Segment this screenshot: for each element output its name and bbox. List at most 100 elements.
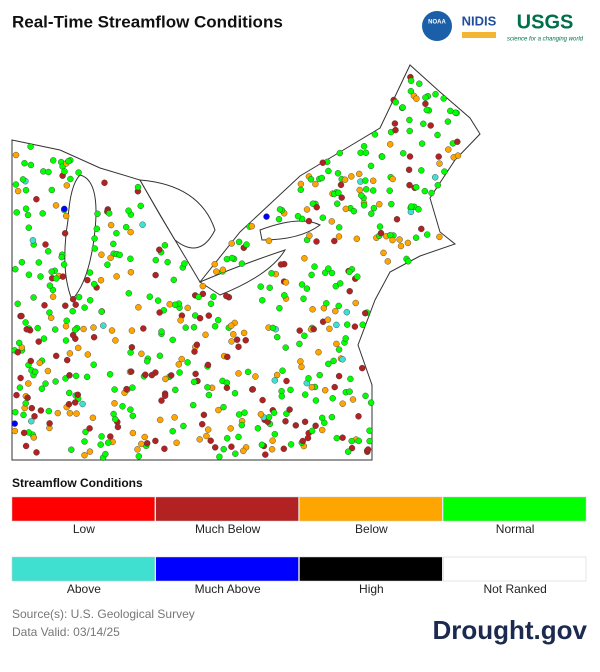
gauge-dot (213, 268, 220, 275)
gauge-dot (435, 153, 442, 160)
gauge-dot (350, 207, 358, 215)
gauge-dot (420, 120, 427, 128)
gauge-dot (169, 336, 176, 344)
gauge-dot (62, 323, 70, 330)
gauge-dot (49, 293, 57, 300)
gauge-dot (169, 428, 176, 435)
gauge-dot (97, 441, 104, 448)
gauge-dot (271, 431, 278, 438)
gauge-dot (316, 371, 323, 379)
gauge-dot (156, 416, 164, 424)
gauge-dot (362, 177, 369, 184)
gauge-dot (259, 297, 266, 304)
gauge-dot (190, 324, 198, 331)
gauge-dot (81, 438, 88, 445)
gauge-dot (27, 161, 35, 169)
gauge-dot (257, 411, 265, 418)
gauge-dot (422, 94, 429, 101)
gauge-dot (129, 429, 137, 437)
gauge-dot (80, 325, 87, 333)
gauge-dot (228, 254, 236, 262)
gauge-dot (416, 80, 423, 87)
gauge-dot (90, 280, 98, 288)
gauge-dot (111, 386, 118, 393)
gauge-dot (335, 346, 343, 353)
gauge-dot (69, 331, 77, 339)
gauge-dot (333, 321, 340, 329)
gauge-dot (352, 299, 359, 307)
gauge-dot (104, 439, 112, 446)
gauge-dot (421, 187, 428, 195)
gauge-dot (355, 413, 362, 420)
gauge-dot (89, 414, 97, 421)
gauge-dot (129, 412, 137, 420)
gauge-dot (343, 309, 350, 316)
gauge-dot (32, 368, 39, 375)
gauge-dot (63, 356, 71, 364)
gauge-dot (312, 422, 319, 429)
title: Real-Time Streamflow Conditions (12, 12, 283, 31)
gauge-dot (334, 200, 341, 207)
gauge-dot (263, 213, 270, 220)
gauge-dot (114, 423, 122, 431)
gauge-dot (161, 242, 169, 249)
gauge-dot (184, 359, 191, 366)
gauge-dot (362, 392, 369, 400)
gauge-dot (323, 300, 330, 307)
gauge-dot (360, 143, 368, 150)
gauge-dot (280, 445, 287, 452)
gauge-dot (152, 256, 160, 264)
gauge-dot (31, 413, 38, 420)
gauge-dot (376, 200, 383, 208)
gauge-dot (193, 341, 201, 348)
gauge-dot (127, 349, 134, 356)
gauge-dot (182, 324, 189, 331)
gauge-dot (252, 373, 259, 380)
gauge-dot (308, 271, 315, 279)
gauge-dot (12, 151, 20, 159)
gauge-dot (66, 350, 74, 357)
gauge-dot (348, 437, 355, 445)
gauge-dot (101, 179, 108, 187)
lake-ontario (259, 220, 321, 241)
gauge-dot (113, 273, 120, 280)
gauge-dot (204, 426, 212, 433)
gauge-dot (244, 368, 252, 376)
gauge-dot (366, 427, 373, 434)
gauge-dot (125, 207, 132, 214)
gauge-dot (444, 118, 452, 125)
gauge-dot (427, 122, 434, 129)
gauge-dot (296, 340, 303, 348)
gauge-dot (207, 437, 214, 444)
gauge-dot (22, 400, 29, 407)
gauge-dot (11, 420, 18, 427)
gauge-dot (210, 293, 217, 300)
gauge-dot (140, 325, 147, 332)
gauge-dot (282, 279, 290, 286)
gauge-dot (292, 422, 299, 429)
gauge-dot (172, 386, 179, 394)
gauge-dot (269, 437, 276, 444)
gauge-dot (191, 348, 198, 355)
gauge-dot (241, 409, 248, 416)
gauge-dot (61, 205, 68, 213)
gauge-dot (220, 403, 227, 411)
gauge-dot (412, 234, 420, 241)
gauge-dot (399, 104, 406, 111)
noaa-logo (422, 11, 452, 41)
gauge-dot (40, 335, 48, 342)
gauge-dot (339, 400, 346, 407)
gauge-dot (301, 255, 308, 262)
gauge-dot (199, 282, 207, 290)
gauge-dot (322, 387, 329, 394)
gauge-dot (282, 418, 289, 425)
gauge-dot (319, 159, 326, 166)
gauge-dot (128, 344, 136, 351)
gauge-dot (54, 409, 61, 417)
gauge-dot (104, 261, 111, 268)
gauge-dot (127, 228, 134, 236)
gauge-dot (167, 372, 175, 379)
gauge-dot (336, 224, 343, 231)
gauge-dot (127, 368, 135, 375)
